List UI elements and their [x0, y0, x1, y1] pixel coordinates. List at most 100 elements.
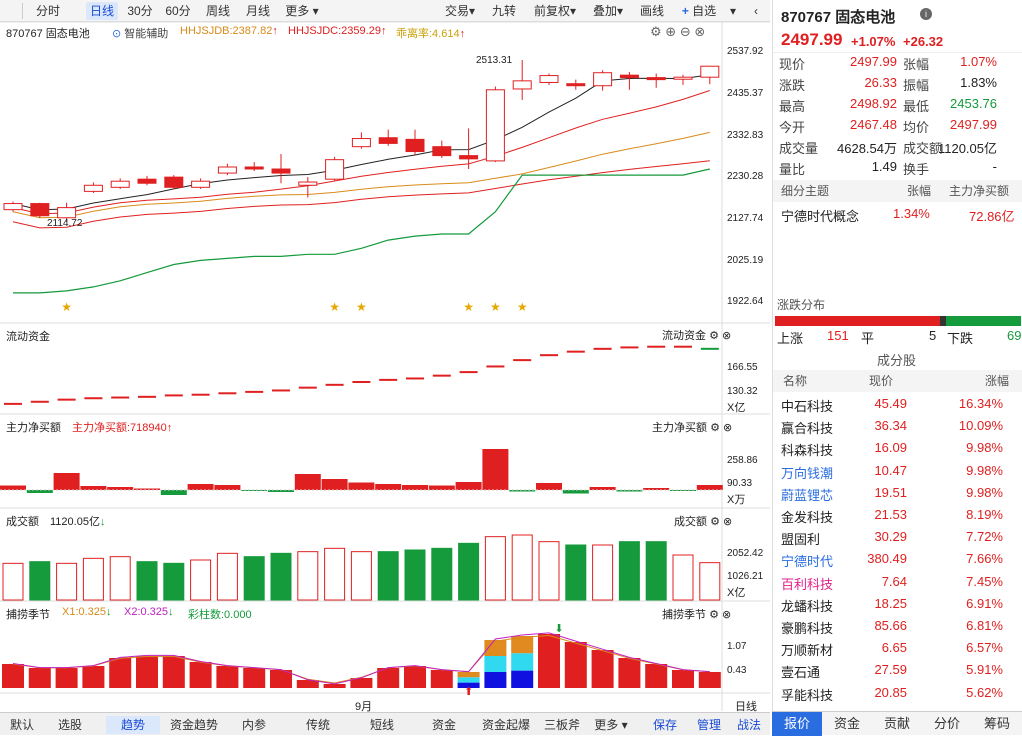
net-bar [80, 486, 107, 490]
season-panel-label: 捕捞季节 [6, 609, 50, 621]
tab-default[interactable]: 默认 [9, 718, 34, 732]
tab-more[interactable]: 更多 ▾ [282, 2, 322, 20]
zoom-in-icon[interactable]: ⊕ [665, 24, 677, 39]
settings-icon[interactable]: ⚙ [710, 422, 720, 434]
info-icon[interactable]: i [920, 8, 932, 20]
tab-chips[interactable]: 筹码 [983, 716, 1010, 731]
season-bar-blue [484, 672, 507, 688]
trade-button[interactable]: 交易▾ [440, 2, 480, 20]
list-item[interactable]: 科森科技 16.09 9.98% [773, 438, 1022, 460]
stock-price: 30.29 [874, 529, 907, 545]
list-item[interactable]: 赢合科技 36.34 10.09% [773, 416, 1022, 438]
close-icon[interactable]: ⊗ [723, 516, 733, 528]
stock-price: 19.51 [874, 484, 907, 500]
tab-capital[interactable]: 资金 [431, 718, 456, 732]
list-item[interactable]: 中石科技 45.49 16.34% [773, 394, 1022, 416]
caret-down-icon[interactable]: ▾ [729, 4, 737, 18]
watchlist-button[interactable]: + 自选 [674, 2, 724, 20]
list-item[interactable]: 龙蟠科技 18.25 6.91% [773, 594, 1022, 616]
y-tick-main-3: 2230.28 [727, 171, 764, 182]
theme-row-name[interactable]: 宁德时代概念 [781, 209, 860, 224]
tab-traditional[interactable]: 传统 [305, 718, 330, 732]
tab-insider[interactable]: 内参 [241, 718, 266, 732]
tab-funds[interactable]: 资金 [833, 716, 860, 731]
list-item[interactable]: 宁德时代 380.49 7.66% [773, 549, 1022, 571]
list-item[interactable]: 百利科技 7.64 7.45% [773, 572, 1022, 594]
settings-icon[interactable]: ⚙ [710, 516, 720, 528]
flow-bar [432, 374, 451, 377]
manage-button[interactable]: 管理 [696, 718, 721, 732]
stock-price: 7.64 [881, 573, 907, 589]
zoom-out-icon[interactable]: ⊖ [679, 24, 691, 39]
chevron-left-icon[interactable]: ‹ [754, 4, 758, 18]
list-item[interactable]: 盟固利 30.29 7.72% [773, 527, 1022, 549]
strategy-button[interactable]: 战法 [736, 718, 761, 732]
net-bar [26, 490, 53, 493]
settings-icon[interactable]: ⚙ [650, 24, 662, 39]
stock-pct: 9.98% [966, 462, 1003, 478]
tab-capital-burst[interactable]: 资金起爆 [481, 718, 530, 732]
settings-icon[interactable]: ⚙ [709, 609, 719, 621]
assist-icon: ⊙ [112, 28, 122, 40]
list-item[interactable]: 蔚蓝锂芯 19.51 9.98% [773, 483, 1022, 505]
list-item[interactable]: 壹石通 27.59 5.91% [773, 660, 1022, 682]
quote-value: 2467.48 [850, 117, 897, 132]
candle-body [700, 65, 720, 78]
y-tick-main-4: 2127.74 [727, 213, 764, 224]
candle-body [485, 89, 505, 162]
volume-bar [592, 544, 614, 601]
list-item[interactable]: 孚能科技 20.85 5.62% [773, 683, 1022, 705]
arrow-up-icon: ↑ [166, 422, 173, 434]
tab-daily[interactable]: 日线 [86, 2, 118, 20]
tab-three-axes[interactable]: 三板斧 [543, 718, 580, 732]
tab-short-term[interactable]: 短线 [369, 718, 394, 732]
close-icon[interactable]: ⊗ [722, 609, 732, 621]
y-tick-main-5: 2025.19 [727, 255, 764, 266]
tab-quote[interactable]: 报价 [772, 712, 822, 736]
season-bar [323, 684, 346, 688]
season-bar [404, 666, 426, 688]
adjust-button[interactable]: 前复权▾ [528, 2, 582, 20]
smart-assist-toggle[interactable]: ⊙ 智能辅助 [112, 25, 168, 41]
low-annotation: 2114.72 [47, 218, 83, 229]
tab-monthly[interactable]: 月线 [245, 4, 270, 18]
list-item[interactable]: 豪鹏科技 85.66 6.81% [773, 616, 1022, 638]
save-button[interactable]: 保存 [652, 718, 677, 732]
y-tick-vol-0: 2052.42 [727, 548, 764, 559]
season-bar [430, 670, 453, 688]
chart-toolbar: 分时 日线 30分 60分 周线 月线 更多 ▾ 交易▾ 九转 前复权▾ 叠加▾… [0, 0, 770, 22]
tab-contribution[interactable]: 贡献 [883, 716, 910, 731]
nine-turn-button[interactable]: 九转 [491, 4, 516, 18]
tab-trend[interactable]: 趋势 [106, 716, 160, 734]
volume-bar [216, 552, 238, 601]
overlay-button[interactable]: 叠加▾ [588, 2, 628, 20]
y-tick-season-0: 1.07 [727, 641, 747, 652]
close-icon[interactable]: ⊗ [694, 24, 706, 39]
star-marker: ★ [490, 300, 501, 314]
tab-fund-trend[interactable]: 资金趋势 [169, 718, 218, 732]
x-axis-month: 9月 [355, 701, 373, 713]
flow-bar [272, 389, 290, 392]
tab-price-dist[interactable]: 分价 [933, 716, 960, 731]
tab-30min[interactable]: 30分 [127, 4, 153, 18]
y-tick-main-1: 2435.37 [727, 88, 764, 99]
list-item[interactable]: 万顺新材 6.65 6.57% [773, 638, 1022, 660]
tab-60min[interactable]: 60分 [165, 4, 191, 18]
tab-weekly[interactable]: 周线 [205, 4, 230, 18]
y-tick-flow-1: 130.32 [727, 386, 758, 397]
settings-icon[interactable]: ⚙ [709, 330, 719, 342]
close-icon[interactable]: ⊗ [722, 330, 732, 342]
flow-bar [620, 346, 639, 349]
close-icon[interactable]: ⊗ [723, 422, 733, 434]
tab-stock-pick[interactable]: 选股 [57, 718, 82, 732]
list-item[interactable]: 金发科技 21.53 8.19% [773, 505, 1022, 527]
draw-button[interactable]: 画线 [639, 4, 664, 18]
net-bar [268, 490, 294, 492]
divider [22, 3, 23, 19]
quote-label: 最高 [779, 99, 806, 114]
overlay-label: 叠加 [592, 4, 617, 18]
tab-minute[interactable]: 分时 [35, 4, 60, 18]
tab-more-indicators[interactable]: 更多 ▾ [588, 716, 634, 734]
net-bar [294, 474, 321, 490]
list-item[interactable]: 万向钱潮 10.47 9.98% [773, 461, 1022, 483]
